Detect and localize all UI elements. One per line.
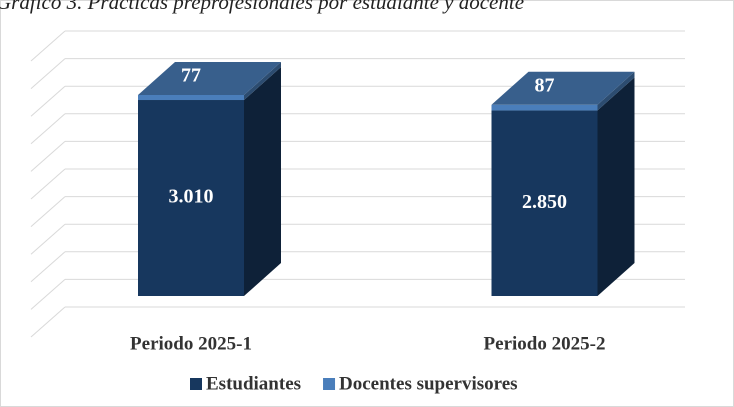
bar bbox=[138, 100, 244, 296]
grid-line bbox=[30, 196, 66, 227]
bar-top bbox=[138, 62, 281, 95]
grid-line bbox=[30, 306, 66, 338]
bar bbox=[491, 110, 598, 296]
legend-label: Docentes supervisores bbox=[339, 373, 518, 394]
chart-title: Gráfico 3. Prácticas preprofesionales po… bbox=[0, 0, 524, 14]
bar-side bbox=[244, 67, 281, 296]
bar-side bbox=[597, 77, 635, 296]
grid-line bbox=[30, 30, 66, 62]
grid-line bbox=[30, 141, 66, 172]
grid-line bbox=[30, 223, 66, 255]
grid-line bbox=[30, 251, 66, 283]
legend-swatch bbox=[323, 378, 336, 390]
grid-line bbox=[30, 279, 66, 310]
bar-side bbox=[244, 62, 281, 101]
bar bbox=[138, 95, 244, 101]
bar-side bbox=[597, 71, 635, 111]
grid-line bbox=[30, 168, 66, 200]
grid-line bbox=[30, 85, 66, 117]
bar bbox=[491, 104, 598, 111]
data-label: 87 bbox=[535, 74, 555, 96]
data-label: 2.850 bbox=[522, 191, 567, 213]
x-tick-label: Periodo 2025-2 bbox=[484, 333, 606, 354]
x-tick-label: Periodo 2025-1 bbox=[130, 333, 252, 354]
legend-label: Estudiantes bbox=[206, 373, 301, 394]
grid-line bbox=[30, 113, 66, 145]
bar-top bbox=[491, 71, 635, 105]
data-label: 3.010 bbox=[169, 186, 214, 208]
data-label: 77 bbox=[181, 65, 201, 87]
grid-line bbox=[30, 58, 66, 89]
legend-swatch bbox=[190, 378, 202, 390]
